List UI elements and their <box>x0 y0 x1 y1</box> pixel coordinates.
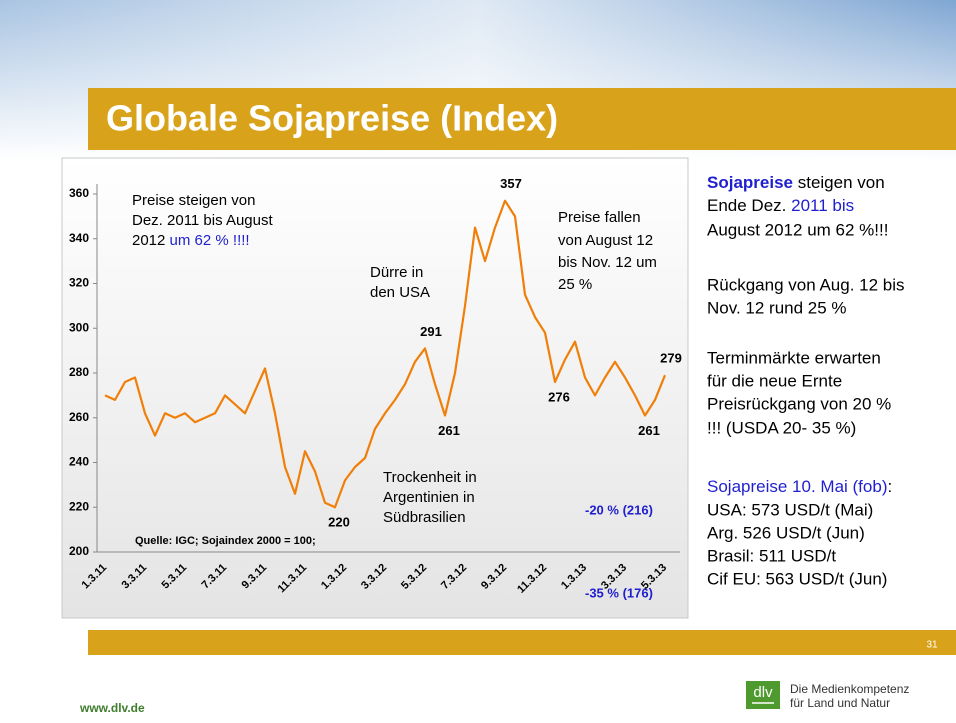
y-tick-label: 300 <box>69 320 89 334</box>
annotation: bis Nov. 12 um <box>558 254 657 271</box>
panel-line: Brasil: 511 USD/t <box>707 546 836 565</box>
panel-line: !!! (USDA 20- 35 %) <box>707 418 856 437</box>
data-label: 291 <box>420 324 442 339</box>
tagline: Die Medienkompetenz <box>790 682 909 696</box>
data-label: 261 <box>638 423 660 438</box>
data-label: 279 <box>660 351 682 366</box>
y-tick-label: 320 <box>69 276 89 290</box>
footer-url: www.dlv.de <box>79 701 145 715</box>
data-label: 357 <box>500 176 522 191</box>
annotation: 2012 um 62 % !!!! <box>132 232 250 249</box>
slide: Globale Sojapreise (Index) 200 220 240 260 2… <box>0 0 956 723</box>
panel-line: für die neue Ernte <box>707 371 842 390</box>
y-tick-label: 360 <box>69 186 89 200</box>
annotation-part: 2012 <box>132 232 170 249</box>
panel-line: August 2012 um 62 %!!! <box>707 220 888 239</box>
panel-line: USA: 573 USD/t (Mai) <box>707 500 873 519</box>
panel-line: Sojapreise steigen von <box>707 173 885 192</box>
panel-text: Ende Dez. <box>707 196 791 215</box>
annotation: Preise steigen von <box>132 192 255 209</box>
panel-line: Nov. 12 rund 25 % <box>707 298 847 317</box>
y-tick-label: 280 <box>69 365 89 379</box>
panel-highlight: Sojapreise <box>707 173 793 192</box>
data-label: 220 <box>328 515 350 530</box>
panel-line: Preisrückgang von 20 % <box>707 394 891 413</box>
annotation: Dez. 2011 bis August <box>132 212 273 229</box>
tagline: für Land und Natur <box>790 696 890 710</box>
y-tick-label: 200 <box>69 544 89 558</box>
annotation: Argentinien in <box>383 489 475 506</box>
panel-line: Ende Dez. 2011 bis <box>707 196 854 215</box>
panel-text: : <box>887 477 892 496</box>
panel-line: Sojapreise 10. Mai (fob): <box>707 477 892 496</box>
annotation-highlight: um 62 % !!!! <box>170 232 250 249</box>
panel-text: steigen von <box>793 173 885 192</box>
annotation: Trockenheit in <box>383 469 477 486</box>
panel-line: Rückgang von Aug. 12 bis <box>707 275 905 294</box>
y-tick-label: 340 <box>69 231 89 245</box>
annotation: den USA <box>370 284 430 301</box>
source-note: Quelle: IGC; Sojaindex 2000 = 100; <box>135 535 316 547</box>
panel-highlight: 2011 bis <box>791 196 854 215</box>
data-label: 261 <box>438 423 460 438</box>
panel-line: Arg. 526 USD/t (Jun) <box>707 523 865 542</box>
panel-line: Cif EU: 563 USD/t (Jun) <box>707 569 887 588</box>
forecast-label: -35 % (176) <box>585 585 653 600</box>
annotation: Preise fallen <box>558 209 641 226</box>
page-number: 31 <box>926 640 938 651</box>
slide-title: Globale Sojapreise (Index) <box>106 98 558 139</box>
y-tick-label: 260 <box>69 410 89 424</box>
panel-highlight: Sojapreise 10. Mai (fob) <box>707 477 887 496</box>
annotation: Dürre in <box>370 264 423 281</box>
annotation: Südbrasilien <box>383 509 466 526</box>
panel-line: Terminmärkte erwarten <box>707 348 881 367</box>
annotation: 25 % <box>558 276 592 293</box>
data-label: 276 <box>548 389 570 404</box>
annotation: von August 12 <box>558 232 653 249</box>
forecast-label: -20 % (216) <box>585 502 653 517</box>
y-tick-label: 220 <box>69 499 89 513</box>
footer-bar <box>88 630 956 655</box>
y-tick-label: 240 <box>69 455 89 469</box>
logo: dlv <box>753 684 773 701</box>
